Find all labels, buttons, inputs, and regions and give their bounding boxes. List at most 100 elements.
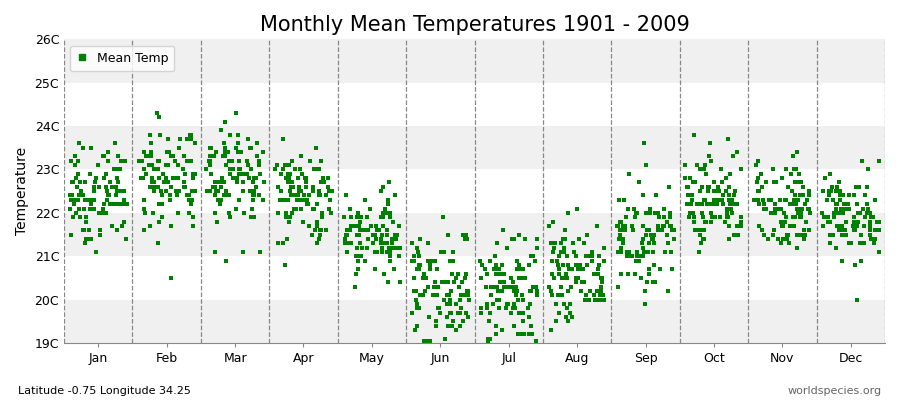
Point [170, 192, 184, 199]
Point [71, 197, 86, 203]
Point [786, 153, 800, 160]
Point [652, 266, 667, 272]
Point [296, 218, 310, 225]
Point [271, 184, 285, 190]
Point [778, 197, 793, 203]
Point [280, 162, 294, 168]
Point [580, 262, 594, 268]
Point [849, 184, 863, 190]
Point [787, 223, 801, 229]
Point [110, 227, 124, 233]
Point [502, 283, 517, 290]
Point [489, 322, 503, 329]
Point [384, 236, 399, 242]
Point [645, 236, 660, 242]
Point [853, 231, 868, 238]
Point [449, 275, 464, 281]
Point [860, 205, 875, 212]
Point [521, 331, 535, 338]
Point [339, 231, 354, 238]
Point [309, 166, 323, 173]
Point [441, 322, 455, 329]
Point [855, 158, 869, 164]
Point [579, 253, 593, 260]
Point [105, 223, 120, 229]
Point [654, 227, 669, 233]
Point [271, 240, 285, 246]
Point [270, 162, 284, 168]
Point [382, 257, 397, 264]
Point [644, 236, 659, 242]
Point [557, 249, 572, 255]
Point [268, 166, 283, 173]
Point [343, 227, 357, 233]
Point [850, 223, 865, 229]
Point [96, 153, 111, 160]
Point [577, 279, 591, 286]
Point [818, 175, 832, 181]
Point [770, 179, 784, 186]
Point [622, 171, 636, 177]
Point [163, 192, 177, 199]
Point [171, 162, 185, 168]
Point [521, 262, 535, 268]
Point [473, 275, 488, 281]
Point [794, 214, 808, 220]
Point [489, 262, 503, 268]
Point [422, 314, 436, 320]
Point [616, 236, 631, 242]
Point [281, 162, 295, 168]
Point [731, 231, 745, 238]
Point [710, 201, 724, 207]
Point [842, 205, 856, 212]
Point [646, 279, 661, 286]
Point [826, 231, 841, 238]
Point [555, 292, 570, 298]
Point [524, 253, 538, 260]
Point [816, 188, 831, 194]
Point [508, 288, 522, 294]
Point [459, 270, 473, 277]
Point [657, 223, 671, 229]
Point [651, 210, 665, 216]
Point [442, 292, 456, 298]
Point [93, 210, 107, 216]
Point [484, 283, 499, 290]
Point [429, 318, 444, 324]
Point [309, 144, 323, 151]
Point [478, 266, 492, 272]
Point [405, 310, 419, 316]
Point [415, 275, 429, 281]
Point [778, 218, 792, 225]
Point [252, 162, 266, 168]
Point [433, 310, 447, 316]
Point [87, 188, 102, 194]
Point [494, 279, 508, 286]
Point [97, 210, 112, 216]
Point [794, 231, 808, 238]
Point [276, 240, 291, 246]
Point [686, 179, 700, 186]
Point [283, 162, 297, 168]
Point [423, 266, 437, 272]
Point [158, 188, 173, 194]
Point [479, 283, 493, 290]
Point [829, 201, 843, 207]
Point [616, 223, 630, 229]
Point [344, 223, 358, 229]
Point [338, 192, 353, 199]
Point [454, 292, 468, 298]
Point [292, 184, 306, 190]
Point [694, 227, 708, 233]
Point [597, 296, 611, 303]
Point [185, 197, 200, 203]
Point [726, 201, 741, 207]
Point [440, 314, 454, 320]
Point [815, 210, 830, 216]
Point [832, 227, 846, 233]
Point [666, 227, 680, 233]
Point [570, 275, 584, 281]
Point [554, 249, 569, 255]
Point [284, 179, 298, 186]
Point [443, 310, 457, 316]
